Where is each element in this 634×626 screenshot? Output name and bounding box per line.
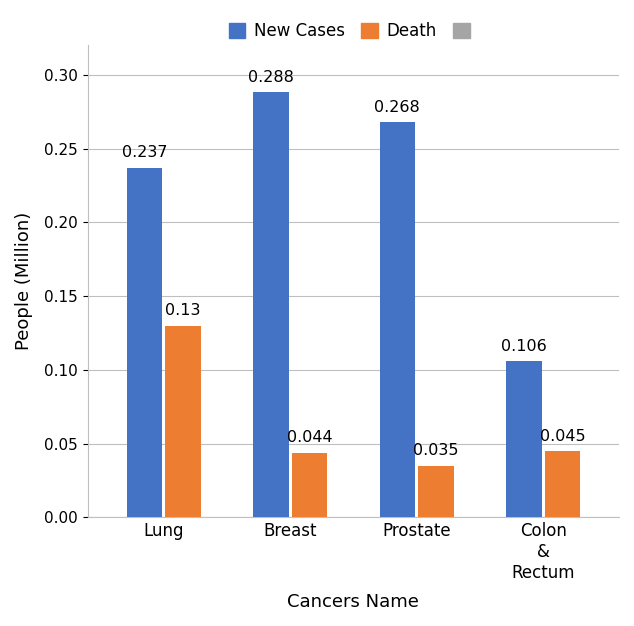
Bar [545, 451, 580, 518]
Text: 0.288: 0.288 [248, 70, 294, 85]
Bar [127, 168, 162, 518]
Bar [418, 466, 453, 518]
Text: 0.268: 0.268 [375, 100, 420, 115]
Bar [292, 453, 327, 518]
Bar [253, 93, 288, 518]
Text: 0.035: 0.035 [413, 443, 458, 458]
Bar [380, 122, 415, 518]
Y-axis label: People (Million): People (Million) [15, 212, 33, 351]
Bar [506, 361, 541, 518]
Legend: New Cases, Death, : New Cases, Death, [222, 16, 485, 47]
Text: 0.237: 0.237 [122, 145, 167, 160]
Text: 0.044: 0.044 [287, 430, 332, 445]
Text: 0.13: 0.13 [165, 303, 200, 318]
Text: 0.045: 0.045 [540, 429, 585, 444]
Bar [165, 326, 200, 518]
Text: 0.106: 0.106 [501, 339, 547, 354]
X-axis label: Cancers Name: Cancers Name [287, 593, 419, 611]
